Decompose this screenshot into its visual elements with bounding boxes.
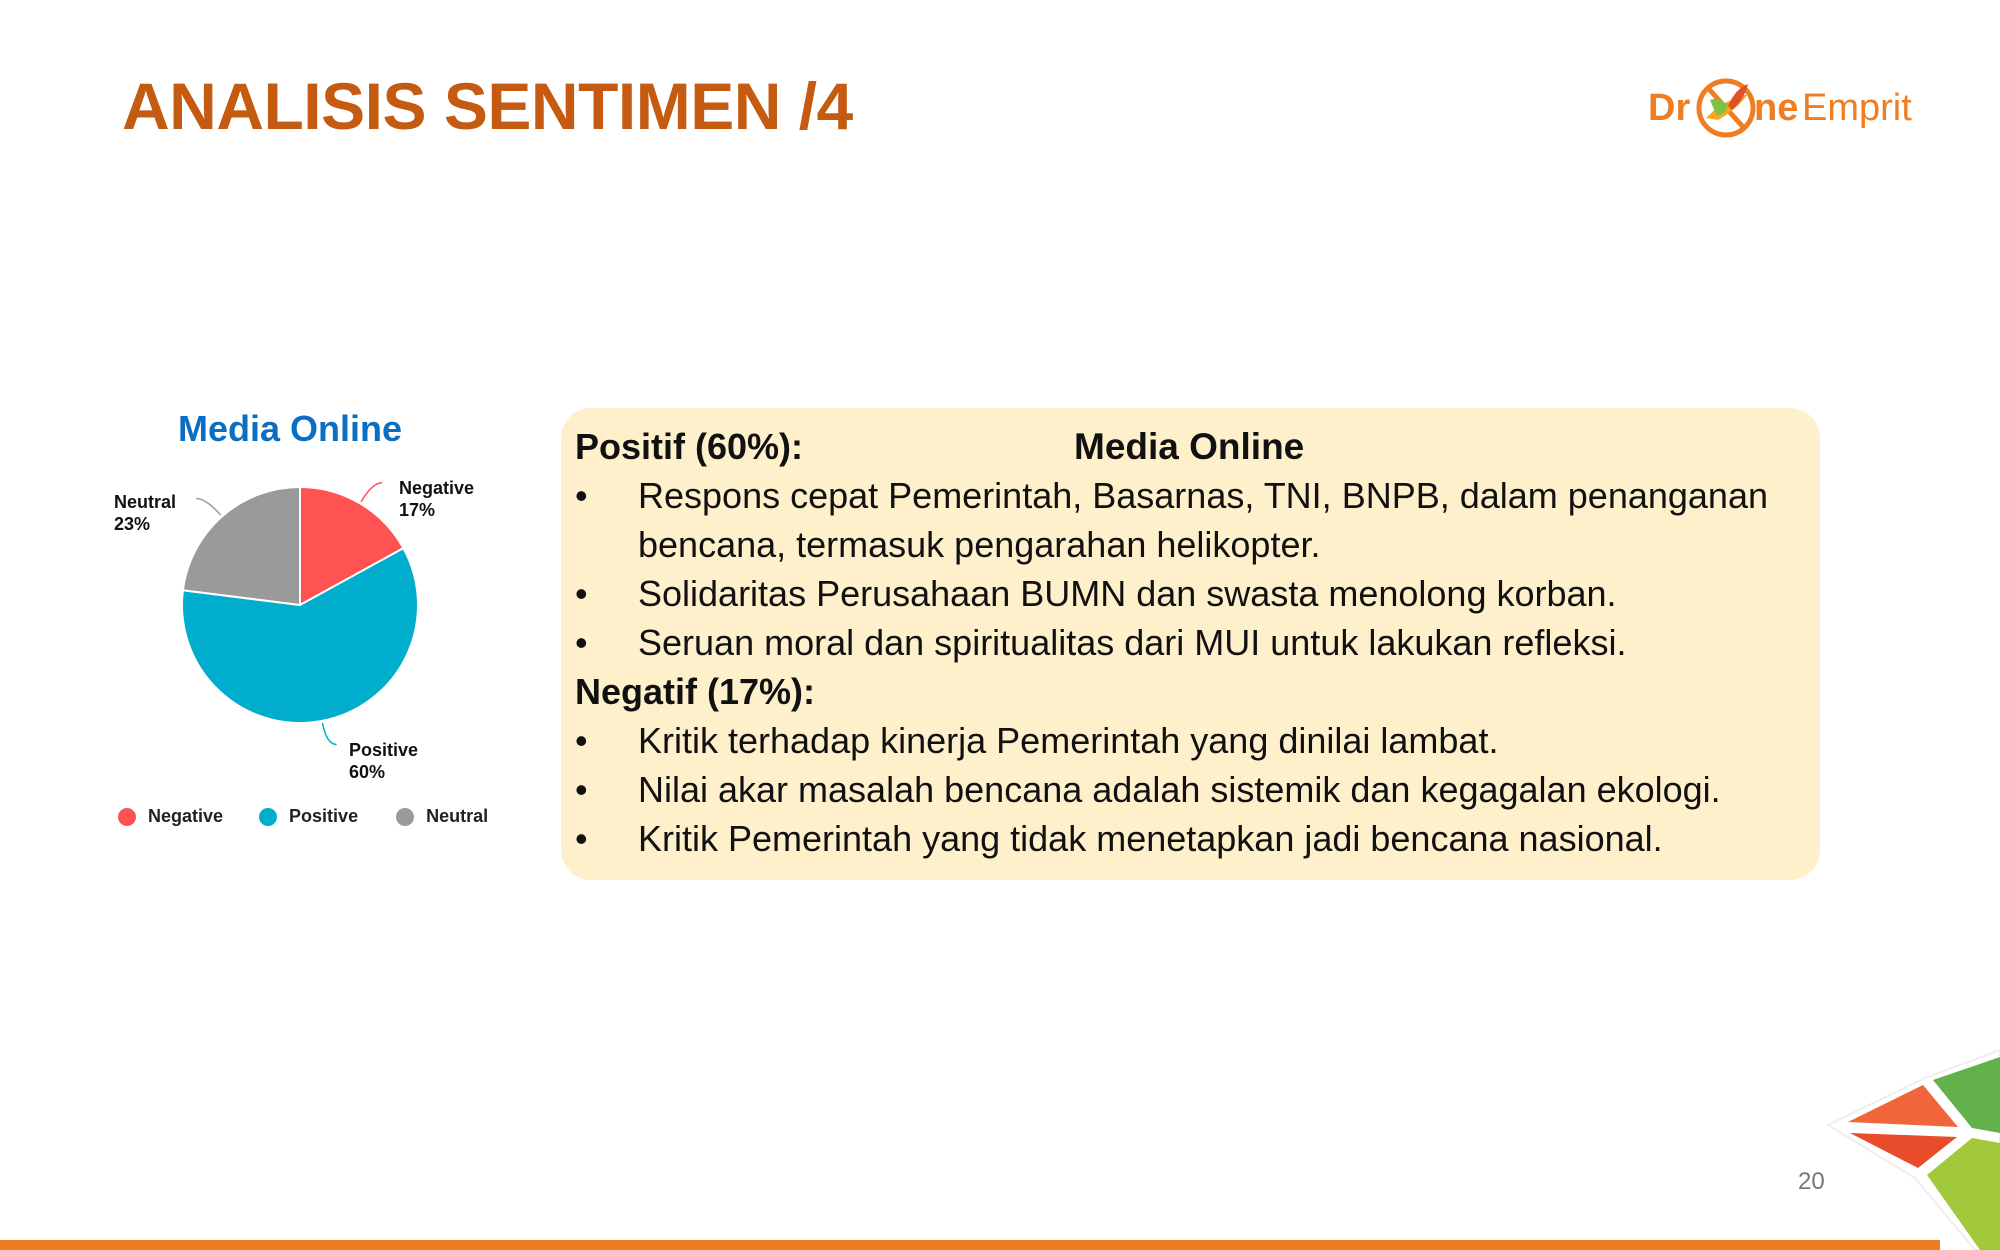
leader-line-neutral: [196, 497, 222, 516]
list-item: • Kritik Pemerintah yang tidak menetapkan…: [575, 814, 1820, 863]
svg-text:Dr: Dr: [1648, 87, 1690, 129]
item-text: Nilai akar masalah bencana adalah sistem…: [638, 769, 1721, 810]
list-item: • Respons cepat Pemerintah, Basarnas, TNI…: [575, 471, 1820, 569]
pie-label-negative: Negative 17%: [399, 478, 475, 520]
legend-label: Positive: [289, 806, 359, 826]
legend-dot-icon: [259, 807, 278, 826]
corner-leaf-decoration: [1825, 1048, 2000, 1250]
pie-label-positive: Positive 60%: [349, 740, 419, 782]
negative-heading: Negatif (17%):: [575, 671, 816, 712]
leader-line-positive: [321, 722, 337, 746]
page-title: ANALISIS SENTIMEN /4: [122, 69, 853, 143]
list-item: • Seruan moral dan spiritualitas dari MUI…: [575, 618, 1820, 667]
chart-title: Media Online: [177, 408, 403, 449]
legend-label: Neutral: [426, 806, 489, 826]
footer-bar: [0, 1240, 1940, 1250]
legend-item-negative[interactable]: Negative: [118, 806, 223, 827]
item-text: Seruan moral dan spiritualitas dari MUI …: [638, 622, 1627, 663]
pie-slice-neutral[interactable]: [181, 485, 301, 607]
chart-legend: Negative Positive Neutral: [118, 806, 520, 827]
positive-heading: Positif (60%):: [575, 426, 804, 467]
item-text: Respons cepat Pemerintah, Basarnas, TNI,…: [638, 475, 1768, 565]
pie-label-neutral: Neutral 23%: [114, 492, 177, 534]
bullet-icon: •: [575, 818, 588, 859]
legend-item-neutral[interactable]: Neutral: [396, 806, 488, 827]
list-item: • Nilai akar masalah bencana adalah siste…: [575, 765, 1820, 814]
list-item: • Solidaritas Perusahaan BUMN dan swasta …: [575, 569, 1820, 618]
svg-text:ne: ne: [1754, 87, 1798, 129]
pie-slice-positive[interactable]: [181, 546, 419, 724]
legend-label: Negative: [148, 806, 224, 826]
item-text: Kritik Pemerintah yang tidak menetapkan …: [638, 818, 1663, 859]
pie-slice-negative[interactable]: [299, 485, 405, 607]
bullet-icon: •: [575, 475, 588, 516]
item-text: Solidaritas Perusahaan BUMN dan swasta m…: [638, 573, 1617, 614]
bullet-icon: •: [575, 720, 588, 761]
drone-emprit-logo: Dr ne Emprit: [1648, 78, 1912, 138]
list-item: • Kritik terhadap kinerja Pemerintah yang…: [575, 716, 1820, 765]
bullet-icon: •: [575, 573, 588, 614]
page-number: 20: [1798, 1168, 1825, 1195]
bullet-icon: •: [575, 769, 588, 810]
item-text: Kritik terhadap kinerja Pemerintah yang …: [638, 720, 1499, 761]
legend-item-positive[interactable]: Positive: [259, 806, 358, 827]
pie-chart: [181, 482, 419, 746]
summary-box: Media Online Positif (60%): • Respons cep…: [561, 408, 1820, 880]
legend-dot-icon: [396, 807, 415, 826]
svg-text:Emprit: Emprit: [1802, 87, 1912, 129]
leader-line-negative: [360, 482, 383, 503]
summary-title: Media Online: [1074, 426, 1305, 467]
bullet-icon: •: [575, 622, 588, 663]
legend-dot-icon: [118, 807, 136, 826]
